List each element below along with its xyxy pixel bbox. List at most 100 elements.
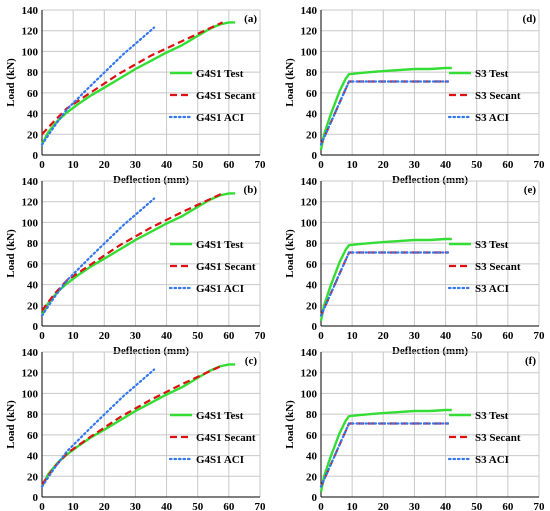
legend-label: G4S1 ACI (196, 454, 244, 466)
legend-label: S3 ACI (475, 454, 509, 466)
x-tick-label: 10 (68, 501, 80, 511)
y-tick-label: 120 (301, 368, 318, 380)
x-tick-label: 60 (223, 159, 235, 171)
x-tick-label: 10 (68, 330, 80, 342)
legend-label: S3 ACI (475, 112, 509, 124)
panel-label: (c) (245, 355, 258, 367)
y-axis-title: Load (kN) (5, 400, 17, 449)
y-tick-label: 60 (306, 430, 318, 442)
y-tick-label: 140 (22, 347, 39, 359)
y-tick-label: 60 (306, 259, 318, 271)
x-axis-title: Deflection (mm) (113, 174, 189, 186)
y-tick-label: 100 (22, 217, 39, 229)
y-tick-label: 80 (27, 409, 39, 421)
x-tick-label: 40 (440, 330, 452, 342)
x-tick-label: 50 (192, 159, 204, 171)
x-tick-label: 0 (39, 501, 45, 511)
y-tick-label: 0 (33, 492, 39, 504)
legend-label: S3 Test (475, 410, 509, 422)
y-tick-label: 20 (306, 471, 318, 483)
y-tick-label: 140 (22, 5, 39, 17)
x-tick-label: 30 (409, 501, 421, 511)
x-tick-label: 40 (440, 159, 452, 171)
x-tick-label: 20 (378, 501, 390, 511)
legend-label: G4S1 Test (196, 410, 244, 422)
series-line-secant (41, 21, 224, 136)
series-line-aci (40, 26, 156, 146)
legend-label: G4S1 ACI (196, 112, 244, 124)
x-tick-label: 70 (534, 330, 546, 342)
series-line-test (40, 192, 236, 317)
y-axis-title: Load (kN) (5, 229, 17, 278)
x-tick-label: 70 (255, 159, 267, 171)
y-tick-label: 120 (22, 26, 39, 38)
y-tick-label: 140 (301, 176, 318, 188)
y-axis-title: Load (kN) (284, 229, 296, 278)
y-axis-title: Load (kN) (284, 400, 296, 449)
legend-label: G4S1 Test (196, 68, 244, 80)
legend-label: S3 Test (475, 239, 509, 251)
x-tick-label: 30 (130, 159, 142, 171)
series-line-test (319, 237, 452, 322)
y-tick-label: 60 (27, 259, 39, 271)
x-tick-label: 70 (255, 330, 267, 342)
x-tick-label: 30 (130, 501, 142, 511)
series-line-aci (40, 368, 156, 488)
y-tick-label: 40 (27, 451, 39, 463)
x-tick-label: 20 (99, 501, 111, 511)
y-tick-label: 80 (306, 409, 318, 421)
x-tick-label: 30 (130, 330, 142, 342)
y-tick-label: 100 (22, 388, 39, 400)
series-line-secant (41, 192, 224, 312)
y-tick-label: 0 (33, 321, 39, 333)
series-line-aci (319, 80, 450, 146)
y-axis-title: Load (kN) (284, 58, 296, 107)
panel-label: (d) (523, 13, 537, 25)
y-tick-label: 0 (312, 492, 318, 504)
y-tick-label: 100 (22, 46, 39, 58)
y-tick-label: 0 (312, 150, 318, 162)
legend-label: G4S1 Secant (196, 90, 256, 102)
y-tick-label: 120 (22, 368, 39, 380)
x-axis-title: Deflection (mm) (392, 345, 468, 357)
legend-label: S3 Secant (475, 90, 521, 102)
x-tick-label: 60 (502, 159, 514, 171)
x-tick-label: 10 (347, 159, 359, 171)
x-tick-label: 0 (39, 159, 45, 171)
y-tick-label: 120 (301, 197, 318, 209)
y-tick-label: 40 (306, 280, 318, 292)
x-tick-label: 0 (318, 501, 324, 511)
chart-panel-5: 0 20 40 60 80 100 120 140 0 10 20 30 40 50 60 70 Deflect… (5, 347, 266, 511)
x-tick-label: 40 (161, 330, 173, 342)
y-tick-label: 60 (27, 430, 39, 442)
panel-label: (a) (244, 13, 257, 25)
x-tick-label: 20 (378, 159, 390, 171)
y-tick-label: 120 (301, 26, 318, 38)
y-axis-title: Load (kN) (5, 58, 17, 107)
x-tick-label: 10 (347, 330, 359, 342)
legend-label: G4S1 ACI (196, 283, 244, 295)
panel-label: (f) (525, 355, 536, 367)
y-tick-label: 20 (27, 300, 39, 312)
x-tick-label: 10 (347, 501, 359, 511)
x-tick-label: 60 (502, 501, 514, 511)
y-tick-label: 100 (301, 46, 318, 58)
y-tick-label: 80 (27, 67, 39, 79)
y-tick-label: 20 (306, 300, 318, 312)
series-line-aci (319, 422, 450, 488)
x-tick-label: 50 (471, 159, 483, 171)
series-line-aci (40, 197, 156, 317)
y-tick-label: 140 (301, 347, 318, 359)
y-tick-label: 40 (27, 109, 39, 121)
panel-label: (b) (244, 184, 258, 196)
y-tick-label: 120 (22, 197, 39, 209)
series-line-test (319, 408, 452, 493)
y-tick-label: 100 (301, 388, 318, 400)
x-axis-title: Deflection (mm) (113, 345, 189, 357)
y-tick-label: 140 (22, 176, 39, 188)
y-tick-label: 60 (27, 88, 39, 100)
x-tick-label: 70 (534, 501, 546, 511)
